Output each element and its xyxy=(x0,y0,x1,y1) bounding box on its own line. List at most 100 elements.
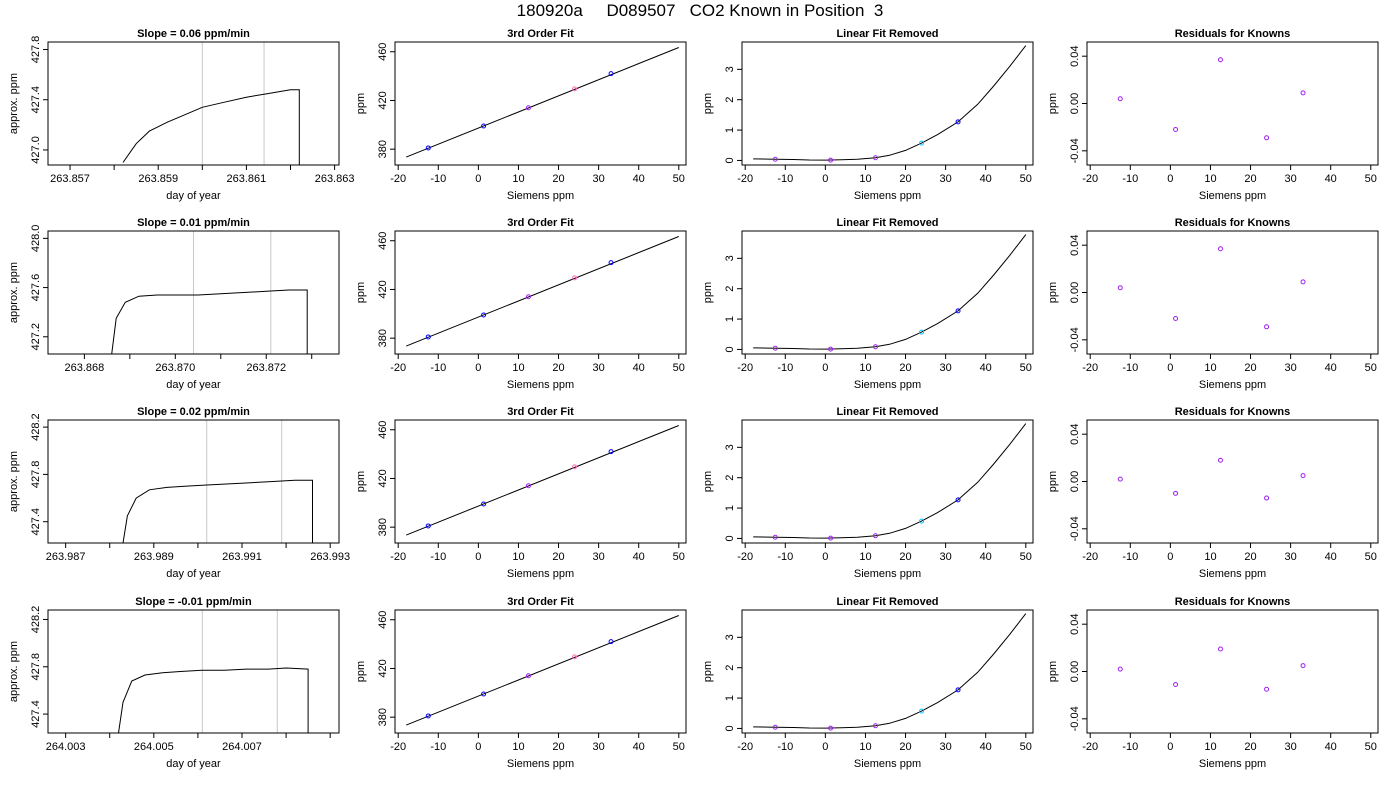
plot-frame xyxy=(1086,41,1379,166)
x-tick-label: 40 xyxy=(633,362,645,374)
x-tick-label: 30 xyxy=(592,173,604,185)
plot-frame xyxy=(394,230,687,355)
y-axis-label: approx. ppm xyxy=(8,262,20,323)
x-tick-label: 0 xyxy=(475,551,481,563)
x-tick-label: -20 xyxy=(737,741,753,753)
data-point xyxy=(608,260,614,266)
y-tick-label: -0.04 xyxy=(1069,516,1081,541)
x-tick-label: 50 xyxy=(673,362,685,374)
x-axis-label: Siemens ppm xyxy=(854,379,921,391)
x-tick-label: 263.868 xyxy=(64,362,104,374)
x-tick-label: 50 xyxy=(1365,551,1377,563)
x-tick-label: -10 xyxy=(430,362,446,374)
data-point xyxy=(1300,473,1306,479)
x-tick-label: 50 xyxy=(673,173,685,185)
data-point xyxy=(955,497,961,503)
y-tick-label: 0 xyxy=(724,725,736,731)
x-tick-label: 30 xyxy=(939,173,951,185)
y-tick-label: 460 xyxy=(377,421,389,439)
x-tick-label: 40 xyxy=(1325,551,1337,563)
x-tick-label: 10 xyxy=(512,741,524,753)
x-tick-label: 263.859 xyxy=(138,173,178,185)
data-point xyxy=(525,483,531,489)
panel-13: Slope = -0.01 ppm/min 264.003 264.005 264.0… xyxy=(8,596,340,770)
x-tick-label: 50 xyxy=(1365,741,1377,753)
x-tick-label: -10 xyxy=(1122,173,1138,185)
x-tick-label: 30 xyxy=(592,741,604,753)
data-point xyxy=(1300,90,1306,96)
x-tick-label: 50 xyxy=(1020,362,1032,374)
panel-title: Residuals for Knowns xyxy=(1175,217,1291,229)
panel-2: 3rd Order Fit -20 -10 0 10 20 30 40 50 Siemens pp… xyxy=(355,28,687,202)
y-tick-label: 0.04 xyxy=(1069,234,1081,255)
x-tick-label: 0 xyxy=(822,551,828,563)
plot-frame xyxy=(47,230,340,355)
y-tick-label: 0.04 xyxy=(1069,45,1081,66)
x-tick-label: 40 xyxy=(980,551,992,563)
data-point xyxy=(608,71,614,77)
x-tick-label: -20 xyxy=(390,741,406,753)
y-tick-label: 380 xyxy=(377,140,389,158)
x-tick-label: 0 xyxy=(1167,741,1173,753)
data-point xyxy=(608,639,614,645)
x-tick-label: 40 xyxy=(1325,362,1337,374)
x-tick-label: 20 xyxy=(1244,551,1256,563)
y-tick-label: 0.00 xyxy=(1069,282,1081,303)
x-tick-label: 50 xyxy=(1365,362,1377,374)
data-point xyxy=(481,501,487,507)
y-tick-label: 2 xyxy=(724,286,736,292)
plot-frame xyxy=(47,41,340,166)
data-point xyxy=(919,329,925,335)
y-axis-label: ppm xyxy=(702,93,714,114)
x-tick-label: 40 xyxy=(1325,173,1337,185)
y-tick-label: 0.00 xyxy=(1069,661,1081,682)
y-tick-label: 428.2 xyxy=(30,606,42,634)
x-tick-label: 20 xyxy=(899,362,911,374)
x-tick-label: 30 xyxy=(1284,173,1296,185)
data-point xyxy=(572,86,578,92)
y-tick-label: 420 xyxy=(377,659,389,677)
x-axis-label: Siemens ppm xyxy=(507,568,574,580)
y-tick-label: 3 xyxy=(724,255,736,261)
data-point xyxy=(772,534,778,540)
plot-frame xyxy=(394,609,687,734)
y-tick-label: 427.8 xyxy=(30,653,42,681)
y-axis-label: ppm xyxy=(355,282,367,303)
x-tick-label: 30 xyxy=(939,551,951,563)
y-tick-label: 1 xyxy=(724,316,736,322)
x-tick-label: -20 xyxy=(1082,741,1098,753)
y-tick-label: 3 xyxy=(724,444,736,450)
data-point xyxy=(828,725,834,731)
y-tick-label: 420 xyxy=(377,91,389,109)
x-tick-label: 30 xyxy=(939,362,951,374)
x-axis-label: Siemens ppm xyxy=(1199,568,1266,580)
x-tick-label: 263.857 xyxy=(50,173,90,185)
y-axis-label: ppm xyxy=(1047,282,1059,303)
data-point xyxy=(872,344,878,350)
x-tick-label: -10 xyxy=(777,362,793,374)
data-point xyxy=(572,275,578,281)
x-tick-label: 40 xyxy=(980,173,992,185)
y-axis-label: approx. ppm xyxy=(8,451,20,512)
x-tick-label: 50 xyxy=(1020,173,1032,185)
panel-title: 3rd Order Fit xyxy=(507,406,574,418)
y-tick-label: 3 xyxy=(724,634,736,640)
y-tick-label: 427.6 xyxy=(30,274,42,302)
data-point xyxy=(1217,646,1223,652)
data-point xyxy=(425,145,431,151)
data-point xyxy=(872,533,878,539)
plot-frame xyxy=(394,419,687,544)
data-point xyxy=(955,687,961,693)
x-tick-label: 0 xyxy=(475,173,481,185)
plot-frame xyxy=(1086,419,1379,544)
panel-10: 3rd Order Fit -20 -10 0 10 20 30 40 50 Siemens pp… xyxy=(355,406,687,580)
x-axis-label: day of year xyxy=(166,568,221,580)
x-tick-label: 10 xyxy=(859,551,871,563)
data-point xyxy=(525,673,531,679)
y-axis-label: ppm xyxy=(702,282,714,303)
data-point xyxy=(608,449,614,455)
x-tick-label: -10 xyxy=(430,551,446,563)
y-tick-label: -0.04 xyxy=(1069,138,1081,163)
x-tick-label: -20 xyxy=(1082,173,1098,185)
panel-6: 3rd Order Fit -20 -10 0 10 20 30 40 50 Siemens pp… xyxy=(355,217,687,391)
